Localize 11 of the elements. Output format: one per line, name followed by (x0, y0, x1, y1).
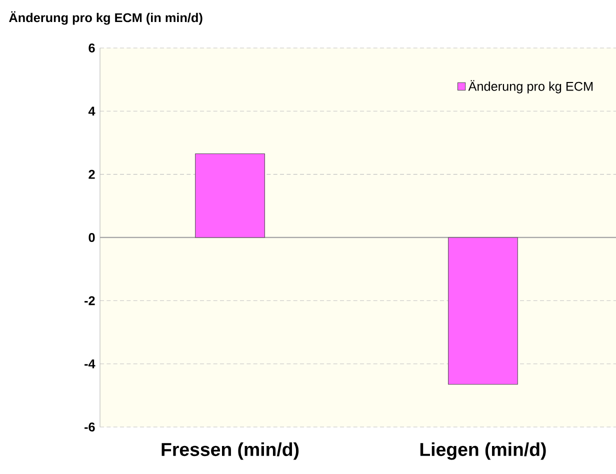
y-tick-label: -2 (84, 296, 95, 306)
y-tick-label: 6 (88, 44, 95, 52)
x-tick-label: Liegen (min/d) (420, 442, 546, 460)
y-tick-label: -6 (84, 422, 95, 432)
x-tick-label: Fressen (min/d) (162, 442, 299, 460)
y-axis-title: Änderung pro kg ECM (in min/d) (9, 11, 202, 25)
y-tick-label: 0 (88, 233, 95, 242)
legend-label: Änderung pro kg ECM (468, 80, 593, 94)
y-tick-label: 4 (88, 106, 96, 116)
y-tick-label: -4 (84, 359, 96, 368)
y-tick-label: 2 (88, 170, 95, 179)
